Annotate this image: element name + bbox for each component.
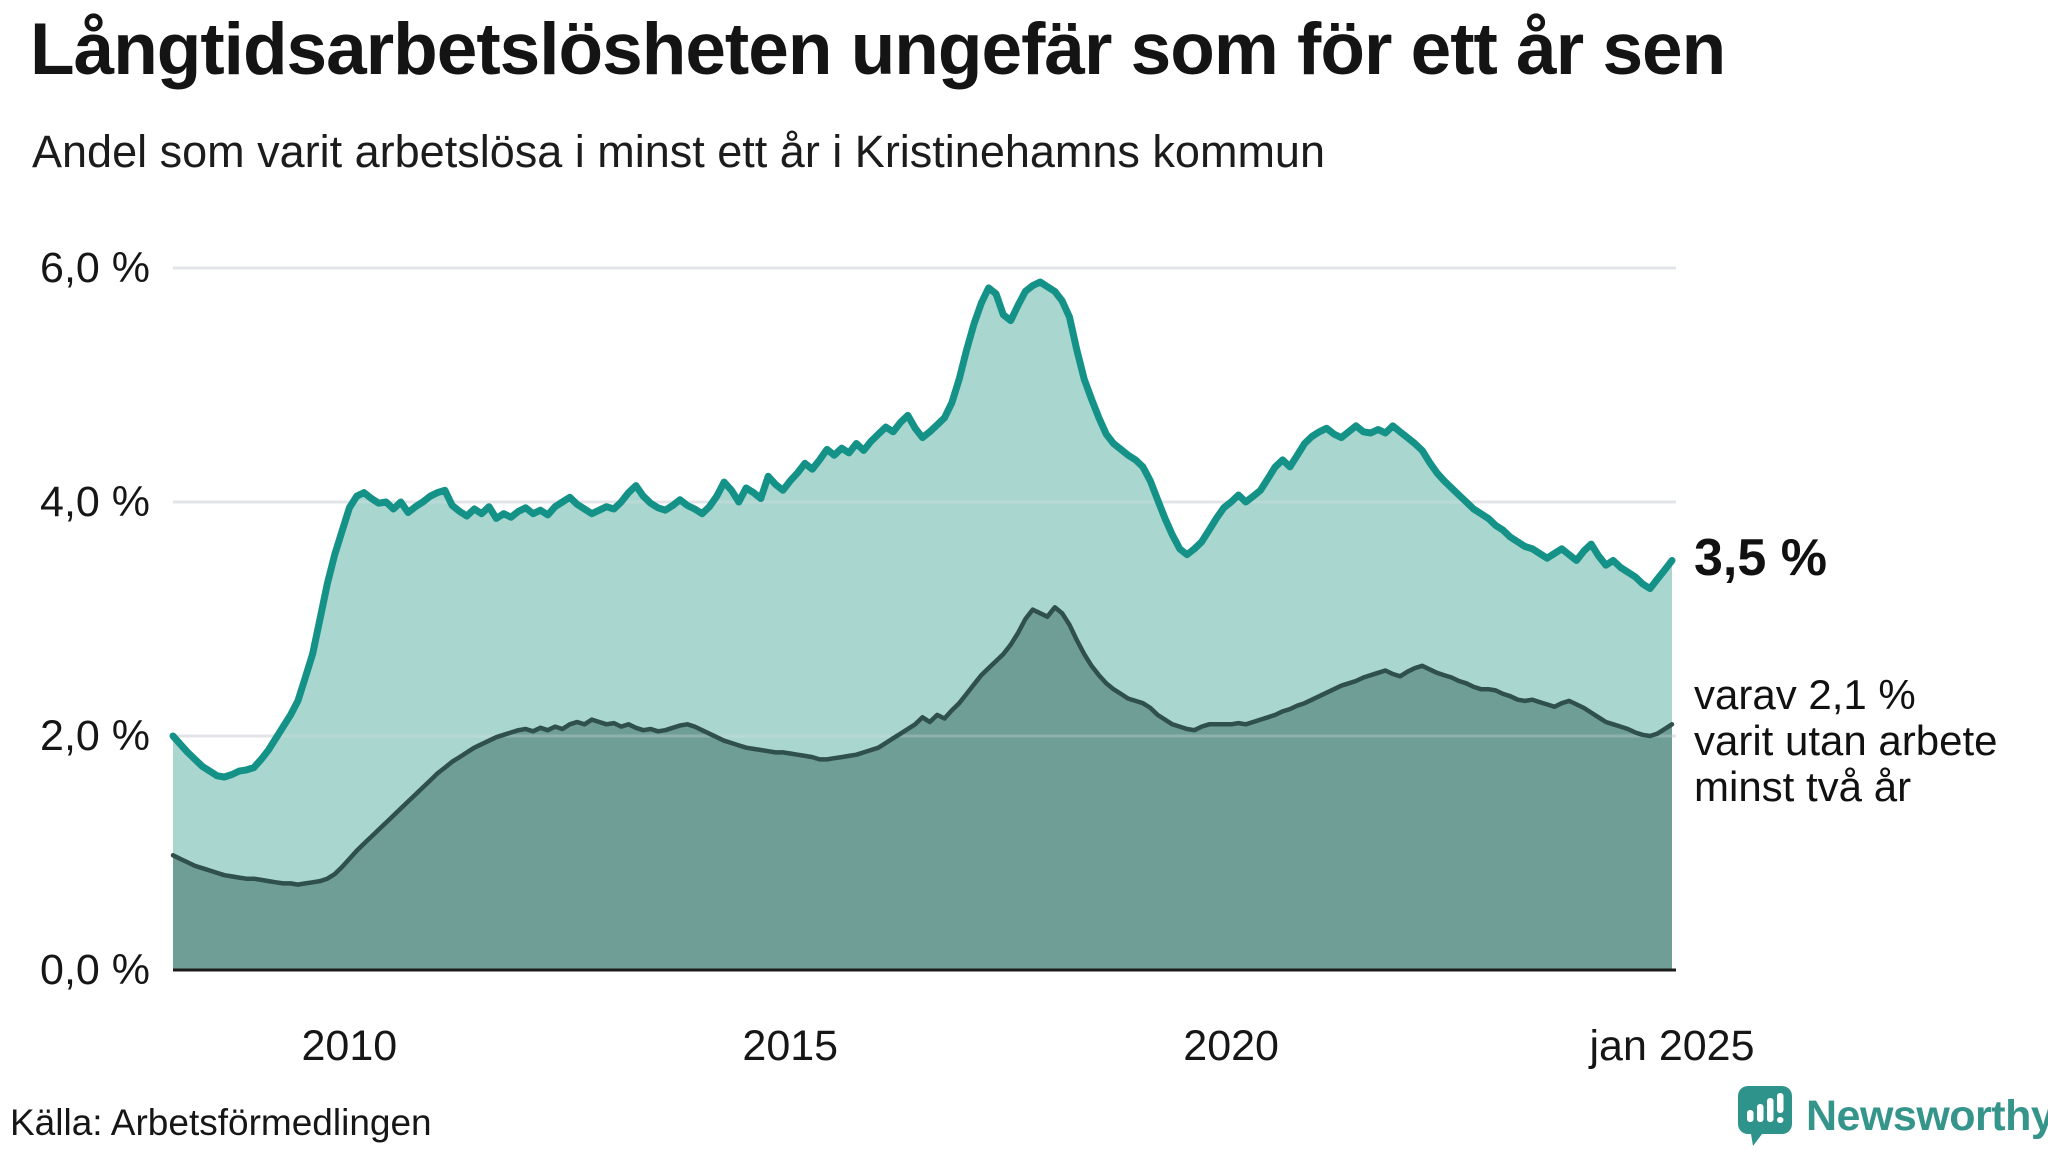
- series-line-two-years: [170, 605, 1675, 887]
- area-fill-two-years: [173, 607, 1672, 970]
- exclamation-bar: [1777, 1093, 1784, 1113]
- series-line-one-year: [169, 278, 1676, 781]
- x-tick-label: 2010: [301, 1022, 398, 1070]
- y-tick-label: 6,0 %: [40, 244, 150, 292]
- y-tick-label: 4,0 %: [40, 478, 150, 526]
- secondary-annotation-line: varav 2,1 %: [1694, 671, 1916, 719]
- x-tick-label: 2020: [1183, 1022, 1279, 1070]
- page-title: Långtidsarbetslösheten ungefär som för e…: [30, 9, 1726, 90]
- newsworthy-logo-icon: [1738, 1086, 1792, 1146]
- source-credit: Källa: Arbetsförmedlingen: [10, 1102, 432, 1143]
- secondary-annotation-line: varit utan arbete: [1694, 717, 1998, 765]
- bar-chart-glyph: [1747, 1093, 1784, 1123]
- y-tick-label: 0,0 %: [40, 946, 150, 994]
- page-subtitle: Andel som varit arbetslösa i minst ett å…: [32, 126, 1325, 177]
- secondary-annotation: varav 2,1 % varit utan arbete minst två …: [1694, 672, 1998, 810]
- x-tick-label: 2015: [742, 1022, 839, 1070]
- last-value-annotation: 3,5 %: [1694, 528, 1827, 587]
- exclamation-dot: [1777, 1117, 1784, 1123]
- newsworthy-logo: Newsworthy: [1736, 1084, 2048, 1148]
- x-tick-label: jan 2025: [1589, 1022, 1755, 1070]
- secondary-annotation-line: minst två år: [1694, 763, 1912, 811]
- newsworthy-logo-text: Newsworthy: [1806, 1091, 2048, 1140]
- speech-bubble-shape: [1738, 1086, 1792, 1146]
- y-tick-label: 2,0 %: [40, 712, 150, 760]
